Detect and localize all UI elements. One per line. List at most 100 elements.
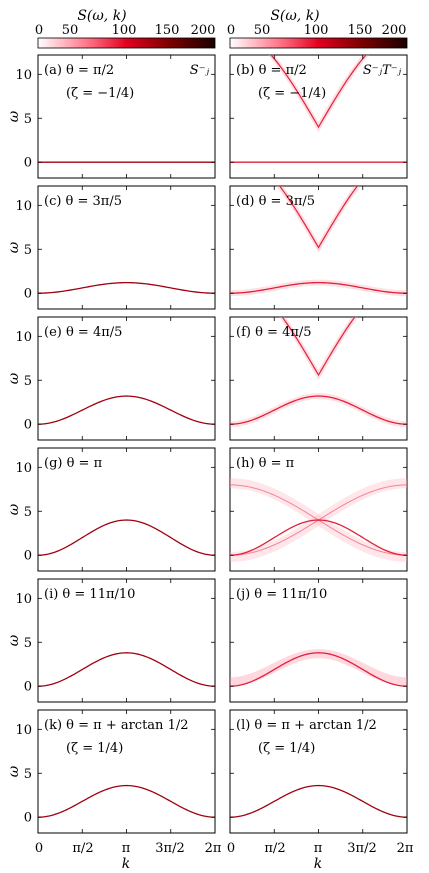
lower-band-curve <box>38 395 215 425</box>
colorbar-tick: 0 <box>35 23 43 38</box>
ticks <box>37 55 216 178</box>
x-tick-label: π/2 <box>72 841 93 856</box>
colorbar-tick: 100 <box>304 23 329 38</box>
y-tick-label: 10 <box>15 592 32 607</box>
panel-label: (k) θ = π + arctan 1/2 <box>44 718 189 733</box>
panel-label: (j) θ = 11π/10 <box>236 587 327 602</box>
plot-frame <box>37 316 216 441</box>
y-tick-label: 10 <box>15 199 32 214</box>
ticks <box>229 186 408 309</box>
panel-sublabel: (ζ = −1/4) <box>66 86 134 101</box>
y-tick-label: 5 <box>24 374 32 389</box>
panel-f: (f) θ = 4π/5 <box>229 316 408 441</box>
colorbar-tick: 50 <box>62 23 79 38</box>
y-tick-label: 10 <box>15 68 32 83</box>
colorbar-label: S(ω, k) <box>77 8 126 24</box>
plot-frame <box>37 185 216 310</box>
ticks <box>229 710 408 833</box>
x-tick-label: π/2 <box>264 841 285 856</box>
y-tick-label: 0 <box>24 811 32 826</box>
panel-label: (g) θ = π <box>44 456 103 471</box>
upper-band-curve <box>270 55 367 129</box>
x-tick-label: 2π <box>397 841 414 856</box>
y-tick-label: 5 <box>24 243 32 258</box>
panel-label: (d) θ = 3π/5 <box>236 194 315 209</box>
x-tick-label: 0 <box>35 841 43 856</box>
colorbar-tick: 150 <box>155 23 180 38</box>
plot-frame <box>37 709 216 834</box>
panel-g: 0 5 10 ω (g) θ = π <box>6 447 216 572</box>
panel-i: 0 5 10 ω (i) θ = 11π/10 <box>6 578 216 703</box>
y-axis-label: ω <box>6 634 22 646</box>
panel-label: (e) θ = 4π/5 <box>44 325 122 340</box>
y-tick-label: 10 <box>15 330 32 345</box>
ticks <box>229 448 408 571</box>
y-tick-label: 0 <box>24 287 32 302</box>
plot-frame <box>37 54 216 179</box>
colorbar-tick: 50 <box>254 23 271 38</box>
y-tick-label: 5 <box>24 767 32 782</box>
lower-band-curve <box>38 519 215 556</box>
colorbar-tick: 100 <box>112 23 137 38</box>
lower-band-curve <box>230 395 407 425</box>
panel-operator: S⁻ⱼT⁻ⱼ <box>363 63 402 78</box>
y-tick-label: 0 <box>24 156 32 171</box>
x-tick-label: 2π <box>205 841 222 856</box>
lower-band-curve <box>38 281 215 294</box>
plot-frame <box>37 578 216 703</box>
x-tick-label: π <box>122 841 131 856</box>
panel-sublabel: (ζ = 1/4) <box>258 741 315 756</box>
panel-label: (f) θ = 4π/5 <box>236 325 312 340</box>
plot-frame <box>37 447 216 572</box>
lower-band-curve <box>38 652 215 687</box>
y-tick-label: 5 <box>24 636 32 651</box>
lower-band-curve <box>230 519 407 556</box>
lower-band-curve <box>38 784 215 818</box>
panel-l: (l) θ = π + arctan 1/2 (ζ = 1/4) <box>229 709 408 834</box>
upper-band-curve <box>281 317 356 377</box>
panel-label: (c) θ = 3π/5 <box>44 194 122 209</box>
panel-e: 0 5 10 ω (e) θ = 4π/5 <box>6 316 216 441</box>
y-tick-label: 0 <box>24 680 32 695</box>
panel-operator: S⁻ⱼ <box>190 63 210 78</box>
plot-frame <box>229 316 408 441</box>
y-axis-label: ω <box>6 503 22 515</box>
x-axis-label: k <box>314 856 322 872</box>
colorbar-scale <box>229 37 408 49</box>
y-axis-label: ω <box>6 372 22 384</box>
colorbar-right: S(ω, k) 0 50 100 150 200 <box>227 8 408 49</box>
ticks <box>37 448 216 571</box>
panel-sublabel: (ζ = −1/4) <box>258 86 326 101</box>
panel-d: (d) θ = 3π/5 <box>229 185 408 310</box>
x-axis-labels-left: 0 π/2 π 3π/2 2π k <box>35 841 222 872</box>
x-tick-label: 3π/2 <box>155 841 184 856</box>
y-tick-label: 10 <box>15 723 32 738</box>
panel-label: (i) θ = 11π/10 <box>44 587 135 602</box>
panel-label: (h) θ = π <box>236 456 295 471</box>
colorbar-scale <box>37 37 216 49</box>
panel-k: 0 5 10 ω (k) θ = π + arctan 1/2 (ζ = 1/4) <box>6 709 216 834</box>
colorbar-tick: 150 <box>348 23 373 38</box>
y-axis-label: ω <box>6 241 22 253</box>
panel-j: (j) θ = 11π/10 <box>229 578 408 703</box>
y-tick-label: 0 <box>24 549 32 564</box>
ticks <box>37 186 216 309</box>
ticks <box>37 579 216 702</box>
colorbar-tick: 200 <box>191 23 216 38</box>
plot-frame <box>229 578 408 703</box>
panel-a: 0 5 10 ω (a) θ = π/2 (ζ = −1/4) S⁻ⱼ <box>6 54 216 179</box>
lower-band-curve <box>230 281 407 294</box>
panel-label: (l) θ = π + arctan 1/2 <box>236 718 377 733</box>
panel-label: (a) θ = π/2 <box>44 63 114 78</box>
panel-h: (h) θ = π <box>229 447 408 572</box>
ticks <box>229 317 408 440</box>
colorbar-left: S(ω, k) 0 50 100 150 200 <box>35 8 216 49</box>
ticks <box>37 710 216 833</box>
ticks <box>229 579 408 702</box>
x-tick-label: 3π/2 <box>347 841 376 856</box>
y-tick-label: 5 <box>24 112 32 127</box>
colorbar-tick: 0 <box>227 23 235 38</box>
lower-band-curve <box>230 652 407 687</box>
panel-b: (b) θ = π/2 (ζ = −1/4) S⁻ⱼT⁻ⱼ <box>229 54 408 179</box>
lower-band-curve <box>230 784 407 818</box>
